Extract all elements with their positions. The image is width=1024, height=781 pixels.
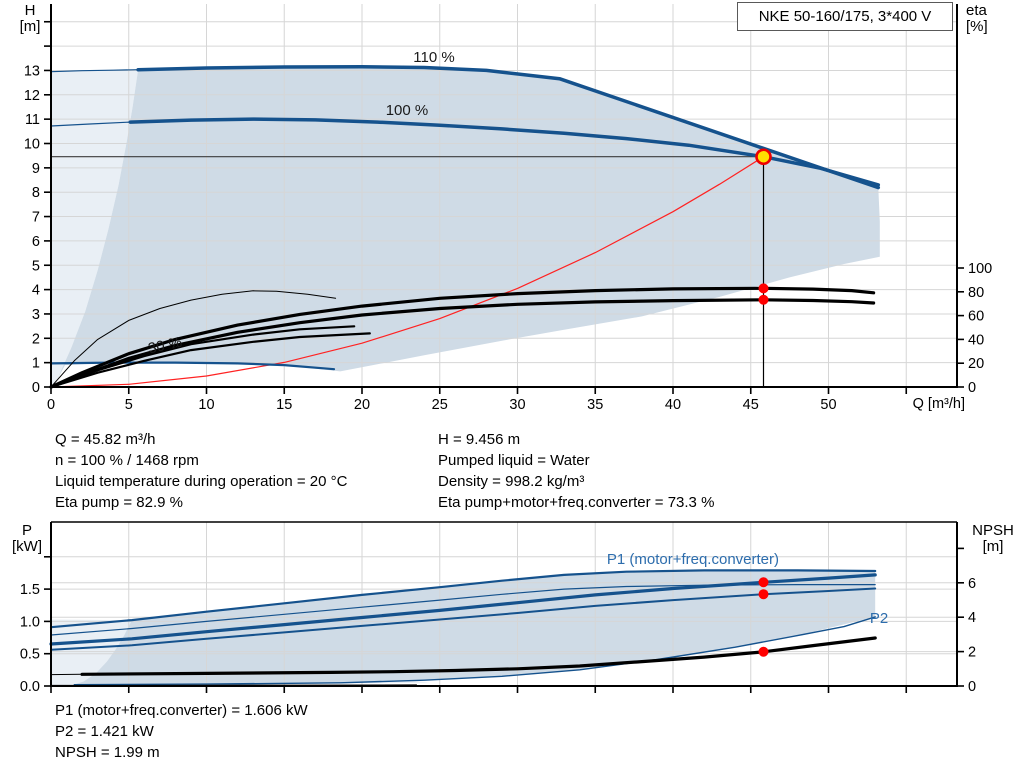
tick-label-left: 0.5 — [20, 647, 40, 663]
series-eta-pump — [49, 286, 876, 389]
series-speed-100-ext — [50, 121, 131, 127]
tick-label-left: 1.5 — [20, 582, 40, 598]
result-p1: P1 (motor+freq.converter) = 1.606 kW — [55, 702, 308, 719]
tick-label-left: 5 — [32, 258, 40, 274]
tick-label-left: 1 — [32, 356, 40, 372]
series-min-speed-power-bound — [73, 616, 876, 686]
tick-label-x: 40 — [665, 397, 681, 413]
tick-label-left: 11 — [25, 112, 40, 128]
info-h: H = 9.456 m — [438, 431, 521, 448]
info-eta-pump: Eta pump = 82.9 % — [55, 494, 183, 511]
tick-label-left: 12 — [24, 88, 40, 104]
series-p2-100 — [50, 587, 877, 651]
tick-label-x: 25 — [432, 397, 448, 413]
tick-label-x: 30 — [509, 397, 525, 413]
tick-label-left: 6 — [32, 234, 40, 250]
tick-label-left: 4 — [32, 283, 40, 299]
result-npsh: NPSH = 1.99 m — [55, 744, 160, 761]
series-eta-bundle-2 — [49, 332, 371, 389]
region-power-envelope — [74, 570, 876, 685]
series-p1-100 — [49, 573, 877, 646]
dot-eta-pump — [758, 283, 769, 294]
info-density: Density = 998.2 kg/m³ — [438, 473, 585, 490]
axis-label-npsh: NPSH [m] — [972, 522, 1014, 555]
duty-info-left: Q = 45.82 m³/h n = 100 % / 1468 rpm Liqu… — [55, 429, 347, 513]
dot-eta-total — [758, 294, 769, 305]
duty-info-right: H = 9.456 m Pumped liquid = Water Densit… — [438, 429, 714, 513]
axis-label-h: H [m] — [19, 2, 41, 35]
tick-label-left: 0.0 — [20, 679, 40, 695]
series-eta-pump-motor-freq — [49, 298, 876, 389]
tick-label-left: 1.0 — [20, 614, 40, 630]
tick-label-x: 10 — [198, 397, 214, 413]
tick-label-right: 80 — [968, 285, 984, 301]
info-q: Q = 45.82 m³/h — [55, 431, 156, 448]
region-operating-envelope — [54, 66, 880, 386]
axis-label-eta: eta [%] — [966, 2, 988, 35]
axis-label-q: Q [m³/h] — [912, 396, 965, 412]
info-liquid-temp: Liquid temperature during operation = 20… — [55, 473, 348, 490]
tick-label-left: 3 — [32, 307, 40, 323]
result-p2: P2 = 1.421 kW — [55, 723, 154, 740]
duty-point — [755, 148, 772, 166]
tick-label-left: 0 — [32, 380, 40, 396]
result-block: P1 (motor+freq.converter) = 1.606 kW P2 … — [55, 700, 308, 763]
pump-title-box: NKE 50-160/175, 3*400 V — [737, 2, 953, 31]
label-speed-110: 110 % — [413, 49, 454, 66]
tick-label-right: 6 — [968, 576, 976, 592]
series-p1-110-upper-bound — [49, 569, 877, 629]
pump-title: NKE 50-160/175, 3*400 V — [758, 8, 932, 25]
tick-label-left: 2 — [32, 331, 40, 347]
series-eta-envelope-arc — [50, 290, 337, 388]
label-p1: P1 (motor+freq.converter) — [607, 551, 779, 568]
region-out-of-range — [51, 69, 139, 386]
tick-label-right: 100 — [968, 261, 992, 277]
tick-label-right: 0 — [968, 679, 976, 695]
series-speed-110-ext — [50, 69, 139, 73]
tick-label-x: 45 — [743, 397, 759, 413]
tick-label-x: 20 — [354, 397, 370, 413]
label-p2: P2 — [870, 610, 888, 627]
series-npsh — [80, 636, 877, 676]
tick-label-right: 40 — [968, 332, 984, 348]
tick-label-left: 10 — [24, 137, 40, 153]
tick-label-right: 4 — [968, 610, 976, 626]
power-npsh-chart: 0.0 0.5 1.0 1.5 0 2 4 6 P1 (motor+freq.converter… — [20, 521, 976, 695]
tick-label-x: 50 — [820, 397, 836, 413]
dot-p1 — [758, 577, 769, 588]
axis-label-p: P [kW] — [12, 522, 42, 555]
label-speed-30: 30 % — [147, 334, 184, 358]
tick-label-left: 7 — [32, 210, 40, 226]
tick-label-x: 0 — [47, 397, 55, 413]
tick-label-left: 8 — [32, 185, 40, 201]
info-eta-total: Eta pump+motor+freq.converter = 73.3 % — [438, 494, 715, 511]
tick-label-x: 15 — [276, 397, 292, 413]
label-speed-100: 100 % — [386, 102, 429, 119]
tick-label-right: 60 — [968, 309, 984, 325]
tick-label-right: 0 — [968, 380, 976, 396]
tick-label-left: 9 — [32, 161, 40, 177]
series-system-curve-red — [50, 156, 765, 388]
tick-label-x: 35 — [587, 397, 603, 413]
series-speed-110 — [136, 65, 881, 190]
info-speed: n = 100 % / 1468 rpm — [55, 452, 199, 469]
tick-label-x: 5 — [125, 397, 133, 413]
tick-label-left: 13 — [24, 63, 40, 79]
tick-label-right: 2 — [968, 645, 976, 661]
info-pumped-liquid: Pumped liquid = Water — [438, 452, 590, 469]
dot-p2 — [758, 589, 769, 600]
head-efficiency-chart: 0 5 10 15 20 25 30 35 40 45 5001234567891011121302… — [24, 4, 992, 413]
dot-npsh — [758, 646, 769, 657]
tick-label-right: 20 — [968, 356, 984, 372]
